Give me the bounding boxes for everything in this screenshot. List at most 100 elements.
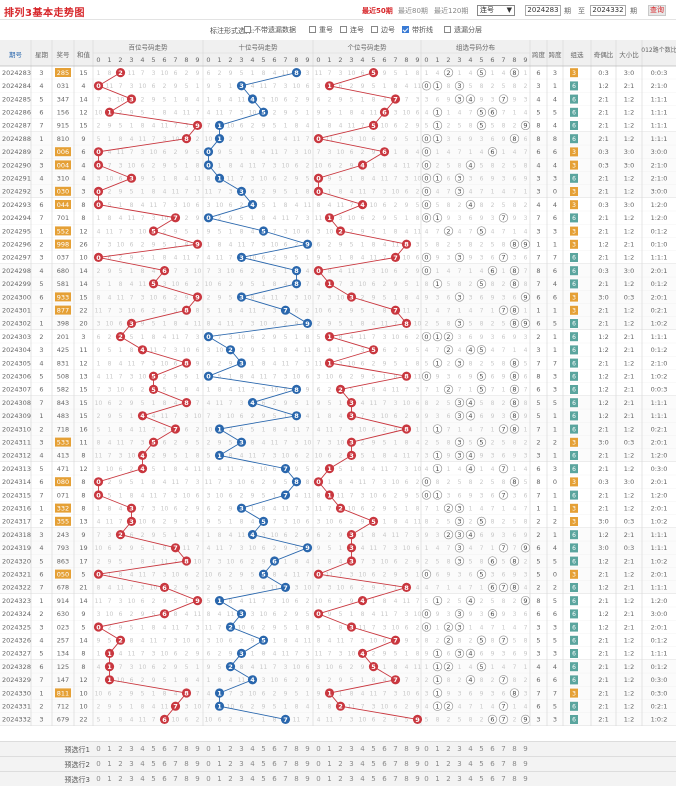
option-edge[interactable]: 边号 bbox=[371, 25, 395, 35]
forecast-digit[interactable]: 7 bbox=[173, 745, 178, 753]
forecast-digit[interactable]: 5 bbox=[261, 760, 266, 768]
forecast-digit[interactable]: 3 bbox=[239, 760, 244, 768]
forecast-digit[interactable]: 1 bbox=[107, 745, 112, 753]
forecast-digit[interactable]: 0 bbox=[424, 775, 429, 783]
forecast-digit[interactable]: 3 bbox=[349, 760, 354, 768]
forecast-digit[interactable]: 5 bbox=[479, 760, 484, 768]
forecast-digit[interactable]: 6 bbox=[162, 775, 167, 783]
forecast-digit[interactable]: 9 bbox=[523, 775, 528, 783]
forecast-digit[interactable]: 6 bbox=[272, 775, 277, 783]
forecast-digit[interactable]: 3 bbox=[129, 775, 134, 783]
forecast-digit[interactable]: 0 bbox=[96, 775, 101, 783]
forecast-digit[interactable]: 5 bbox=[151, 745, 156, 753]
forecast-row[interactable]: 预选行3 0 1 2 3 4 5 6 7 8 9 0 1 2 3 4 5 6 7 8 9 0 1 2 3 4 5 6 7 8 9 0 1 2 3 4 5… bbox=[0, 771, 676, 786]
forecast-digit[interactable]: 3 bbox=[457, 745, 462, 753]
forecast-digit[interactable]: 4 bbox=[360, 745, 365, 753]
forecast-digit[interactable]: 5 bbox=[479, 745, 484, 753]
forecast-digit[interactable]: 8 bbox=[404, 760, 409, 768]
forecast-digit[interactable]: 2 bbox=[446, 775, 451, 783]
forecast-digit[interactable]: 6 bbox=[490, 745, 495, 753]
forecast-digit[interactable]: 8 bbox=[404, 745, 409, 753]
forecast-digit[interactable]: 4 bbox=[360, 775, 365, 783]
forecast-digit[interactable]: 7 bbox=[393, 745, 398, 753]
forecast-digit[interactable]: 9 bbox=[305, 745, 310, 753]
forecast-digit[interactable]: 2 bbox=[338, 775, 343, 783]
forecast-digit[interactable]: 1 bbox=[217, 745, 222, 753]
checkbox-lines[interactable] bbox=[402, 26, 409, 33]
forecast-digit[interactable]: 4 bbox=[468, 745, 473, 753]
option-lines[interactable]: 带折线 bbox=[402, 25, 433, 35]
forecast-digit[interactable]: 8 bbox=[294, 760, 299, 768]
forecast-digit[interactable]: 2 bbox=[118, 745, 123, 753]
forecast-digit[interactable]: 1 bbox=[327, 745, 332, 753]
forecast-digit[interactable]: 3 bbox=[129, 760, 134, 768]
forecast-digit[interactable]: 1 bbox=[107, 775, 112, 783]
forecast-digit[interactable]: 8 bbox=[512, 775, 517, 783]
forecast-digit[interactable]: 1 bbox=[107, 760, 112, 768]
forecast-digit[interactable]: 5 bbox=[151, 760, 156, 768]
forecast-digit[interactable]: 7 bbox=[283, 775, 288, 783]
from-issue-input[interactable]: 2024283 bbox=[525, 5, 561, 16]
forecast-digit[interactable]: 8 bbox=[184, 775, 189, 783]
forecast-digit[interactable]: 2 bbox=[118, 760, 123, 768]
forecast-digit[interactable]: 6 bbox=[272, 745, 277, 753]
forecast-digit[interactable]: 8 bbox=[294, 745, 299, 753]
forecast-digit[interactable]: 9 bbox=[415, 760, 420, 768]
forecast-digit[interactable]: 7 bbox=[501, 775, 506, 783]
checkbox-repeat[interactable] bbox=[309, 26, 316, 33]
forecast-digit[interactable]: 8 bbox=[184, 745, 189, 753]
forecast-digit[interactable]: 2 bbox=[228, 745, 233, 753]
forecast-digit[interactable]: 5 bbox=[151, 775, 156, 783]
forecast-digit[interactable]: 9 bbox=[195, 775, 200, 783]
to-issue-input[interactable]: 2024332 bbox=[590, 5, 626, 16]
forecast-digit[interactable]: 8 bbox=[294, 775, 299, 783]
forecast-digit[interactable]: 0 bbox=[206, 745, 211, 753]
forecast-digit[interactable]: 8 bbox=[404, 775, 409, 783]
forecast-digit[interactable]: 3 bbox=[457, 760, 462, 768]
forecast-digit[interactable]: 4 bbox=[140, 775, 145, 783]
forecast-digit[interactable]: 8 bbox=[512, 760, 517, 768]
forecast-digit[interactable]: 6 bbox=[382, 775, 387, 783]
forecast-digit[interactable]: 7 bbox=[173, 760, 178, 768]
forecast-digit[interactable]: 9 bbox=[305, 775, 310, 783]
forecast-digit[interactable]: 9 bbox=[195, 760, 200, 768]
forecast-digit[interactable]: 4 bbox=[140, 760, 145, 768]
forecast-digit[interactable]: 2 bbox=[338, 745, 343, 753]
forecast-digit[interactable]: 9 bbox=[305, 760, 310, 768]
forecast-digit[interactable]: 3 bbox=[349, 745, 354, 753]
recent-80-link[interactable]: 最近80期 bbox=[398, 7, 428, 15]
forecast-digit[interactable]: 2 bbox=[338, 760, 343, 768]
forecast-row[interactable]: 预选行1 0 1 2 3 4 5 6 7 8 9 0 1 2 3 4 5 6 7 8 9 0 1 2 3 4 5 6 7 8 9 0 1 2 3 4 5… bbox=[0, 741, 676, 756]
forecast-digit[interactable]: 1 bbox=[327, 775, 332, 783]
forecast-digit[interactable]: 5 bbox=[371, 775, 376, 783]
forecast-digit[interactable]: 0 bbox=[206, 760, 211, 768]
option-consecutive[interactable]: 连号 bbox=[340, 25, 364, 35]
forecast-digit[interactable]: 1 bbox=[217, 775, 222, 783]
forecast-digit[interactable]: 0 bbox=[424, 760, 429, 768]
query-button[interactable]: 查询 bbox=[648, 5, 666, 16]
forecast-digit[interactable]: 6 bbox=[490, 760, 495, 768]
forecast-digit[interactable]: 7 bbox=[283, 760, 288, 768]
forecast-digit[interactable]: 0 bbox=[96, 745, 101, 753]
forecast-digit[interactable]: 4 bbox=[468, 775, 473, 783]
forecast-row[interactable]: 预选行2 0 1 2 3 4 5 6 7 8 9 0 1 2 3 4 5 6 7 8 9 0 1 2 3 4 5 6 7 8 9 0 1 2 3 4 5… bbox=[0, 756, 676, 771]
forecast-digit[interactable]: 0 bbox=[316, 775, 321, 783]
forecast-digit[interactable]: 4 bbox=[360, 760, 365, 768]
forecast-digit[interactable]: 5 bbox=[261, 775, 266, 783]
option-layered[interactable]: 遗漏分层 bbox=[444, 25, 482, 35]
forecast-digit[interactable]: 6 bbox=[382, 745, 387, 753]
forecast-digit[interactable]: 4 bbox=[250, 775, 255, 783]
checkbox-layered[interactable] bbox=[444, 26, 451, 33]
forecast-digit[interactable]: 6 bbox=[382, 760, 387, 768]
forecast-digit[interactable]: 5 bbox=[261, 745, 266, 753]
forecast-digit[interactable]: 1 bbox=[435, 775, 440, 783]
forecast-digit[interactable]: 5 bbox=[479, 775, 484, 783]
forecast-digit[interactable]: 6 bbox=[162, 760, 167, 768]
forecast-digit[interactable]: 3 bbox=[239, 745, 244, 753]
forecast-digit[interactable]: 1 bbox=[217, 760, 222, 768]
forecast-digit[interactable]: 7 bbox=[283, 745, 288, 753]
forecast-digit[interactable]: 0 bbox=[316, 760, 321, 768]
forecast-digit[interactable]: 7 bbox=[501, 745, 506, 753]
forecast-digit[interactable]: 0 bbox=[96, 760, 101, 768]
forecast-digit[interactable]: 9 bbox=[523, 745, 528, 753]
